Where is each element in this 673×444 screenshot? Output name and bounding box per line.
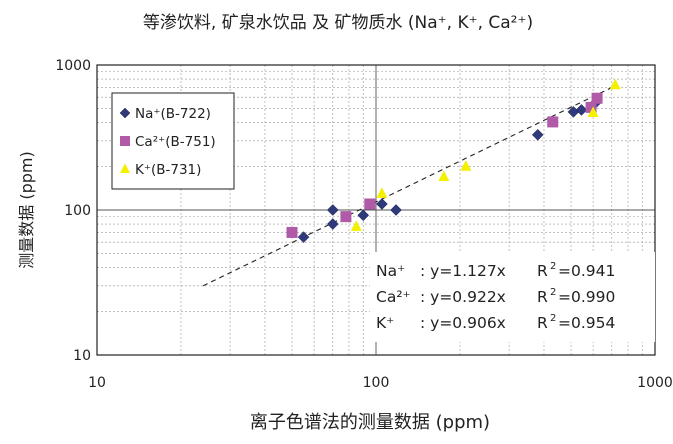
trendline [202,86,613,287]
y-tick-label: 100 [64,203,91,219]
annotation-r-sup: 2 [550,313,556,324]
annotation-ion: Na⁺ [376,262,405,280]
legend-marker-triangle [120,163,130,173]
annotation-r-sup: 2 [550,261,556,272]
data-point-square [364,198,376,210]
axis-ticks: 10 100 1000 10 100 1000 [55,58,672,391]
annotation-r-label: R [537,262,548,280]
data-point-square [340,211,352,223]
legend-marker-diamond [119,107,131,119]
data-point-triangle [609,78,621,90]
y-axis-label: 测量数据 (ppm) [17,151,36,268]
x-axis-label: 离子色谱法的测量数据 (ppm) [250,412,490,433]
y-tick-label: 10 [73,348,91,364]
plot-frame [96,64,656,356]
data-point-diamond [376,198,388,210]
y-tick-label: 1000 [55,58,91,74]
annotation-r-label: R [537,314,548,332]
data-point-diamond [531,128,544,141]
data-point-diamond [357,209,370,222]
data-point-diamond [297,231,310,243]
legend-box [111,92,235,190]
annotation-r-value: =0.941 [558,262,615,280]
data-point-square [547,116,559,128]
legend-label: K⁺(B-731) [135,162,201,178]
legend-label: Na⁺(B-722) [135,106,211,122]
annotation-r-sup: 2 [550,287,556,298]
x-tick-label: 100 [363,375,390,391]
annotation-ion: K⁺ [376,314,394,332]
annotation-r-value: =0.990 [558,288,615,306]
legend-label: Ca²⁺(B-751) [135,134,216,150]
annotation-background [370,252,655,342]
legend-marker-square [120,136,130,146]
data-point-diamond [326,218,339,230]
data-points [286,78,621,243]
chart-title: 等渗饮料, 矿泉水饮品 及 矿物质水 (Na⁺, K⁺, Ca²⁺) [143,13,533,33]
x-tick-label: 1000 [637,375,673,391]
x-tick-label: 10 [88,375,106,391]
annotation-ion: Ca²⁺ [376,288,411,306]
legend: Na⁺(B-722) Ca²⁺(B-751) K⁺(B-731) [111,92,235,190]
annotation-equation: : y=1.127x [420,262,506,280]
annotation-equation: : y=0.906x [420,314,506,332]
data-point-triangle [587,106,599,117]
data-point-triangle [460,160,472,171]
data-point-diamond [390,204,402,216]
data-point-square [286,226,298,238]
data-point-triangle [350,220,362,231]
data-point-diamond [575,104,588,116]
legend-items: Na⁺(B-722) Ca²⁺(B-751) K⁺(B-731) [119,106,216,178]
annotation-equation: : y=0.922x [420,288,506,306]
annotation-r-label: R [537,288,548,306]
data-point-square [591,92,603,104]
data-point-triangle [438,170,450,181]
data-point-square [585,101,597,113]
data-point-diamond [326,204,339,216]
annotation-r-value: =0.954 [558,314,615,332]
data-point-triangle [376,187,388,198]
